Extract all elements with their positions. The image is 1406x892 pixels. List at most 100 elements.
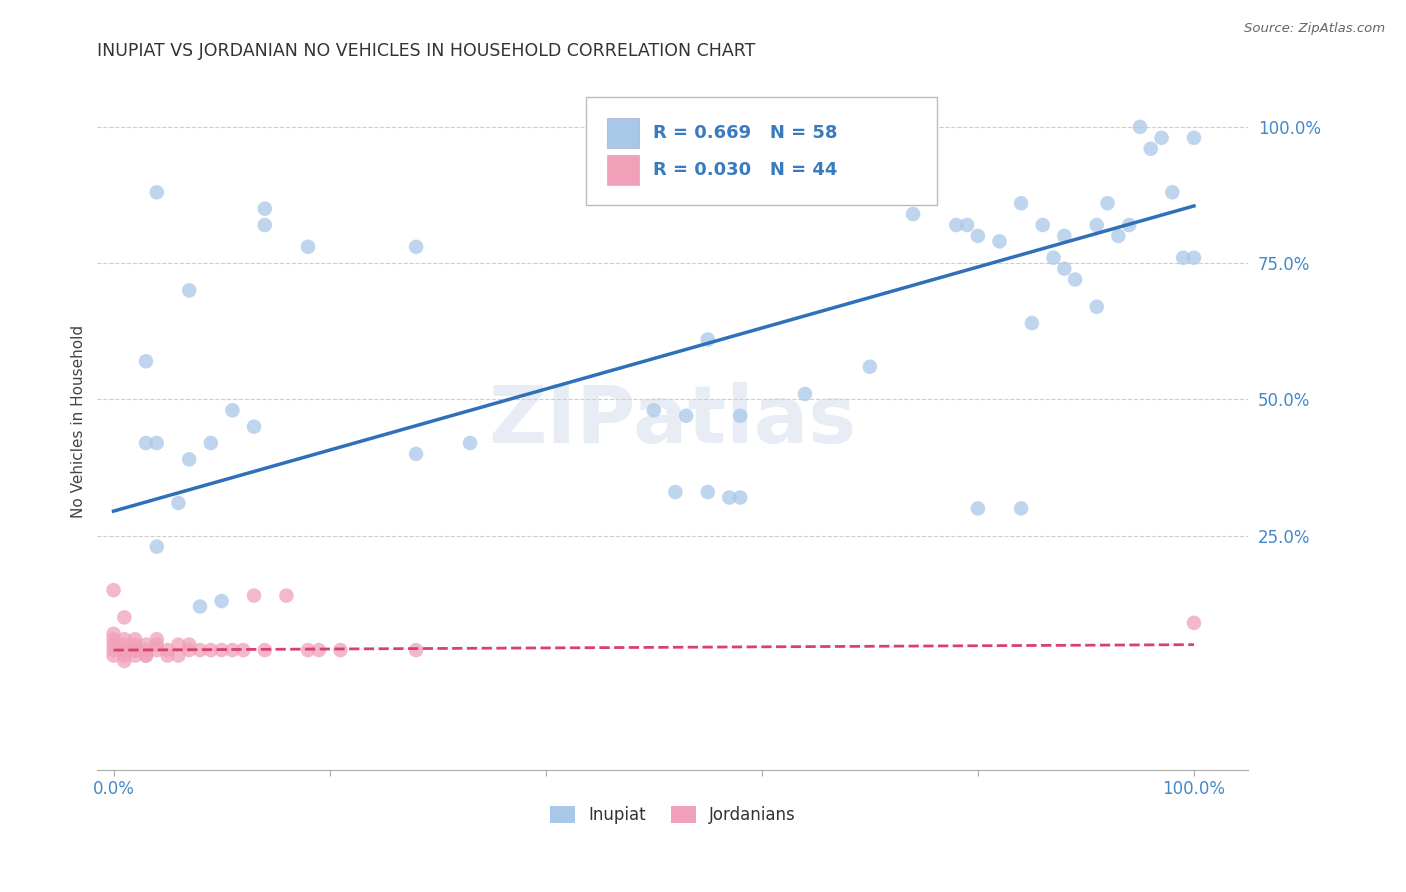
- Point: [643, 403, 665, 417]
- Point: [945, 218, 967, 232]
- Point: [1053, 228, 1076, 243]
- Point: [253, 218, 276, 232]
- Point: [188, 643, 211, 657]
- Point: [135, 648, 157, 663]
- Point: [124, 638, 146, 652]
- Point: [967, 228, 990, 243]
- Point: [253, 202, 276, 216]
- Point: [1032, 218, 1054, 232]
- Point: [135, 638, 157, 652]
- Point: [827, 191, 849, 205]
- Point: [718, 491, 741, 505]
- Point: [179, 452, 201, 467]
- Point: [124, 643, 146, 657]
- Point: [243, 419, 266, 434]
- Text: R = 0.030   N = 44: R = 0.030 N = 44: [654, 161, 838, 179]
- Point: [405, 240, 427, 254]
- Point: [405, 447, 427, 461]
- Point: [211, 594, 233, 608]
- Point: [103, 632, 125, 647]
- Point: [103, 626, 125, 640]
- Point: [146, 632, 169, 647]
- Point: [112, 648, 135, 663]
- FancyBboxPatch shape: [607, 118, 640, 148]
- Point: [103, 648, 125, 663]
- Point: [297, 240, 319, 254]
- Point: [1010, 196, 1032, 211]
- Point: [1161, 186, 1184, 200]
- Point: [1021, 316, 1043, 330]
- Point: [156, 648, 179, 663]
- Point: [1182, 615, 1205, 630]
- Point: [112, 610, 135, 624]
- Point: [1139, 142, 1161, 156]
- Point: [675, 409, 697, 423]
- Point: [103, 643, 125, 657]
- Point: [1107, 228, 1129, 243]
- Point: [146, 540, 169, 554]
- Point: [1173, 251, 1195, 265]
- Point: [103, 638, 125, 652]
- Point: [859, 359, 882, 374]
- Point: [200, 643, 222, 657]
- Point: [880, 186, 903, 200]
- Point: [146, 638, 169, 652]
- Text: Source: ZipAtlas.com: Source: ZipAtlas.com: [1244, 22, 1385, 36]
- Point: [1085, 300, 1108, 314]
- Point: [253, 643, 276, 657]
- Point: [1150, 131, 1173, 145]
- Point: [135, 436, 157, 450]
- Point: [156, 643, 179, 657]
- Point: [112, 654, 135, 668]
- Point: [167, 648, 190, 663]
- Point: [1182, 251, 1205, 265]
- Point: [1085, 218, 1108, 232]
- FancyBboxPatch shape: [607, 155, 640, 186]
- Point: [1118, 218, 1140, 232]
- Point: [188, 599, 211, 614]
- Point: [112, 643, 135, 657]
- Point: [794, 387, 817, 401]
- Text: R = 0.669   N = 58: R = 0.669 N = 58: [654, 124, 838, 142]
- Point: [1129, 120, 1152, 134]
- Point: [901, 207, 924, 221]
- Point: [967, 501, 990, 516]
- Point: [146, 643, 169, 657]
- Text: INUPIAT VS JORDANIAN NO VEHICLES IN HOUSEHOLD CORRELATION CHART: INUPIAT VS JORDANIAN NO VEHICLES IN HOUS…: [97, 42, 756, 60]
- Point: [988, 235, 1011, 249]
- Point: [112, 632, 135, 647]
- Point: [956, 218, 979, 232]
- Point: [146, 436, 169, 450]
- Point: [112, 638, 135, 652]
- Point: [146, 186, 169, 200]
- Point: [243, 589, 266, 603]
- Point: [1010, 501, 1032, 516]
- Point: [167, 638, 190, 652]
- Point: [211, 643, 233, 657]
- Point: [728, 409, 751, 423]
- FancyBboxPatch shape: [586, 97, 938, 205]
- Point: [135, 648, 157, 663]
- Point: [103, 583, 125, 598]
- Point: [124, 648, 146, 663]
- Point: [329, 643, 352, 657]
- Point: [179, 643, 201, 657]
- Point: [232, 643, 254, 657]
- Point: [664, 485, 686, 500]
- Point: [167, 496, 190, 510]
- Point: [1053, 261, 1076, 276]
- Point: [308, 643, 330, 657]
- Point: [221, 403, 243, 417]
- Point: [1097, 196, 1119, 211]
- Legend: Inupiat, Jordanians: Inupiat, Jordanians: [550, 806, 796, 824]
- Point: [179, 284, 201, 298]
- Y-axis label: No Vehicles in Household: No Vehicles in Household: [72, 325, 86, 517]
- Point: [1064, 272, 1087, 286]
- Point: [124, 643, 146, 657]
- Point: [179, 638, 201, 652]
- Text: ZIPatlas: ZIPatlas: [488, 382, 856, 460]
- Point: [1042, 251, 1064, 265]
- Point: [112, 643, 135, 657]
- Point: [124, 632, 146, 647]
- Point: [221, 643, 243, 657]
